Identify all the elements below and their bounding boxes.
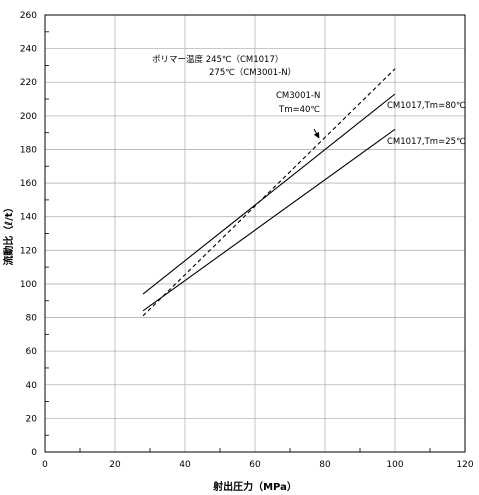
x-tick-label: 80 xyxy=(319,460,331,470)
y-tick-label: 0 xyxy=(31,448,37,458)
polymer-temp-annotation-line1: ポリマー温度 245℃（CM1017） xyxy=(152,54,283,65)
series-line-1 xyxy=(142,93,396,295)
x-tick-label: 20 xyxy=(109,460,121,470)
y-tick-label: 140 xyxy=(20,213,37,223)
y-tick-label: 260 xyxy=(20,11,37,21)
series-label-cm1017-80: CM1017,Tm=80℃ xyxy=(387,101,466,111)
x-tick-labels: 0 20 40 60 80 100 120 xyxy=(42,460,474,470)
plot-frame xyxy=(44,14,466,453)
y-tick-label: 20 xyxy=(26,414,38,424)
x-tick-label: 100 xyxy=(386,460,403,470)
series-line-3 xyxy=(142,68,396,317)
grid-lines xyxy=(44,14,466,453)
cm3001-pointer-arrow xyxy=(313,128,320,139)
x-tick-label: 60 xyxy=(249,460,261,470)
cm3001-label-line1: CM3001-N xyxy=(276,91,320,101)
y-tick-label: 240 xyxy=(20,45,37,55)
x-tick-label: 120 xyxy=(456,460,473,470)
x-tick-label: 40 xyxy=(179,460,191,470)
minor-ticks xyxy=(45,31,431,452)
y-tick-label: 40 xyxy=(26,381,38,391)
y-tick-label: 120 xyxy=(20,246,37,256)
y-tick-label: 160 xyxy=(20,179,37,189)
y-axis-title: 流動比（ℓ/t） xyxy=(2,202,15,265)
x-tick-label: 0 xyxy=(42,460,48,470)
series-line-2 xyxy=(142,128,396,312)
y-tick-labels: 0 20 40 60 80 100 120 140 160 180 200 220 240 260 xyxy=(20,11,37,458)
polymer-temp-annotation-line2: 275℃（CM3001-N） xyxy=(209,67,296,78)
y-tick-label: 200 xyxy=(20,112,37,122)
y-tick-label: 80 xyxy=(26,314,38,324)
y-tick-label: 220 xyxy=(20,78,37,88)
series-lines xyxy=(142,68,396,317)
x-axis-title: 射出圧力（MPa） xyxy=(212,480,297,493)
cm3001-label-line2: Tm=40℃ xyxy=(278,105,320,115)
y-tick-label: 100 xyxy=(20,280,37,290)
y-tick-label: 180 xyxy=(20,145,37,155)
y-tick-label: 60 xyxy=(26,347,38,357)
series-label-cm1017-25: CM1017,Tm=25℃ xyxy=(387,137,466,147)
